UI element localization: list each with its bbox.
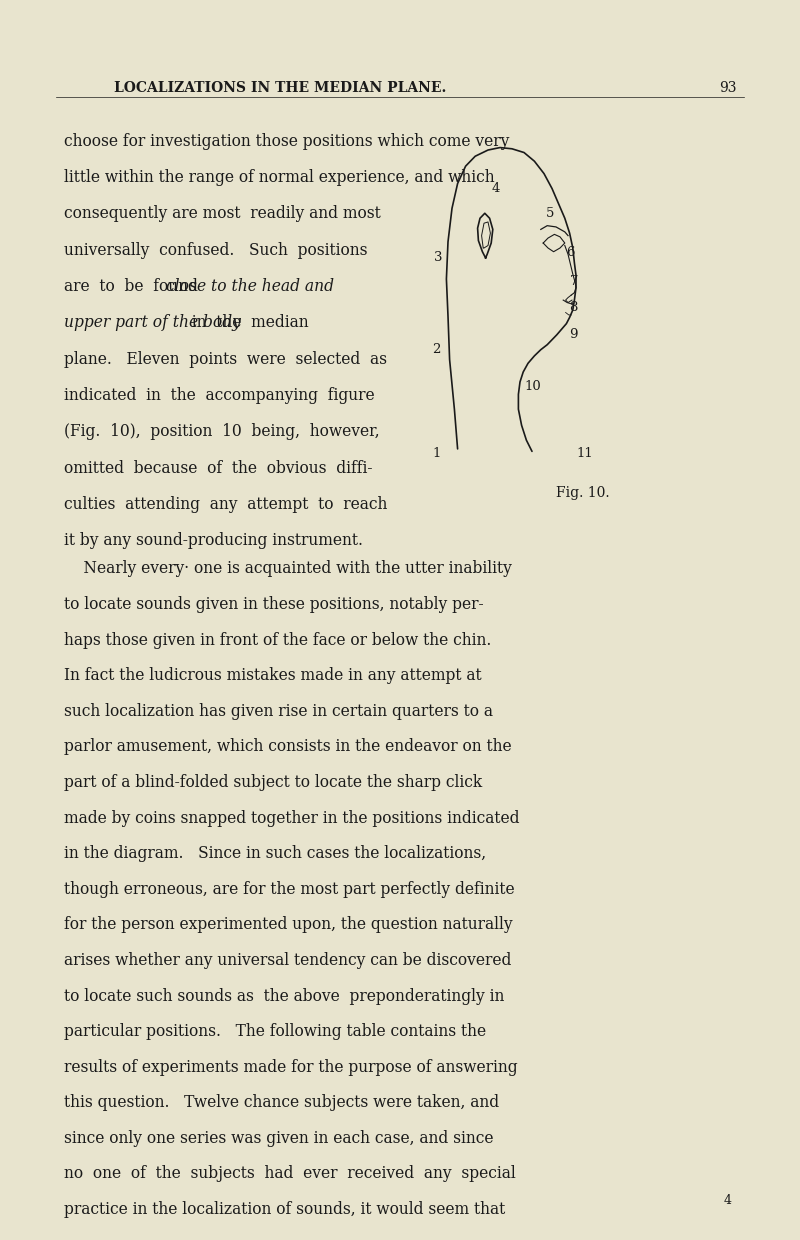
Text: 3: 3 bbox=[434, 252, 442, 264]
Text: to locate such sounds as  the above  preponderatingly in: to locate such sounds as the above prepo… bbox=[64, 987, 504, 1004]
Text: 93: 93 bbox=[719, 81, 737, 94]
Text: no  one  of  the  subjects  had  ever  received  any  special: no one of the subjects had ever received… bbox=[64, 1166, 516, 1183]
Text: little within the range of normal experience, and which: little within the range of normal experi… bbox=[64, 169, 494, 186]
Text: Nearly every· one is acquainted with the utter inability: Nearly every· one is acquainted with the… bbox=[64, 560, 512, 578]
Text: 1: 1 bbox=[432, 448, 440, 460]
Text: upper part of the body: upper part of the body bbox=[64, 314, 241, 331]
Text: part of a blind-folded subject to locate the sharp click: part of a blind-folded subject to locate… bbox=[64, 774, 482, 791]
Text: In fact the ludicrous mistakes made in any attempt at: In fact the ludicrous mistakes made in a… bbox=[64, 667, 482, 684]
Text: though erroneous, are for the most part perfectly definite: though erroneous, are for the most part … bbox=[64, 880, 514, 898]
Text: plane.   Eleven  points  were  selected  as: plane. Eleven points were selected as bbox=[64, 351, 387, 368]
Text: practice in the localization of sounds, it would seem that: practice in the localization of sounds, … bbox=[64, 1202, 506, 1218]
Text: arises whether any universal tendency can be discovered: arises whether any universal tendency ca… bbox=[64, 952, 511, 968]
Text: (Fig.  10),  position  10  being,  however,: (Fig. 10), position 10 being, however, bbox=[64, 423, 380, 440]
Text: Fig. 10.: Fig. 10. bbox=[556, 486, 610, 500]
Text: for the person experimented upon, the question naturally: for the person experimented upon, the qu… bbox=[64, 916, 513, 934]
Text: consequently are most  readily and most: consequently are most readily and most bbox=[64, 206, 381, 222]
Text: 9: 9 bbox=[570, 329, 578, 341]
Text: culties  attending  any  attempt  to  reach: culties attending any attempt to reach bbox=[64, 496, 387, 513]
Text: such localization has given rise in certain quarters to a: such localization has given rise in cert… bbox=[64, 703, 493, 720]
Text: 2: 2 bbox=[432, 343, 440, 356]
Text: 11: 11 bbox=[576, 448, 593, 460]
Text: to locate sounds given in these positions, notably per-: to locate sounds given in these position… bbox=[64, 596, 484, 613]
Text: 4: 4 bbox=[492, 182, 500, 195]
Text: LOCALIZATIONS IN THE MEDIAN PLANE.: LOCALIZATIONS IN THE MEDIAN PLANE. bbox=[114, 81, 446, 94]
Text: 8: 8 bbox=[570, 301, 578, 314]
Text: 4: 4 bbox=[724, 1194, 732, 1207]
Text: results of experiments made for the purpose of answering: results of experiments made for the purp… bbox=[64, 1059, 518, 1076]
Text: it by any sound-producing instrument.: it by any sound-producing instrument. bbox=[64, 532, 363, 549]
Text: indicated  in  the  accompanying  figure: indicated in the accompanying figure bbox=[64, 387, 374, 404]
Text: omitted  because  of  the  obvious  diffi-: omitted because of the obvious diffi- bbox=[64, 460, 373, 476]
Text: since only one series was given in each case, and since: since only one series was given in each … bbox=[64, 1130, 494, 1147]
Text: choose for investigation those positions which come very: choose for investigation those positions… bbox=[64, 133, 510, 150]
Text: in  the  median: in the median bbox=[182, 314, 309, 331]
Text: close to the head and: close to the head and bbox=[166, 278, 334, 295]
Text: 5: 5 bbox=[546, 207, 554, 219]
Text: 10: 10 bbox=[524, 381, 541, 393]
Text: particular positions.   The following table contains the: particular positions. The following tabl… bbox=[64, 1023, 486, 1040]
Text: this question.   Twelve chance subjects were taken, and: this question. Twelve chance subjects we… bbox=[64, 1094, 499, 1111]
Text: universally  confused.   Such  positions: universally confused. Such positions bbox=[64, 242, 367, 259]
Text: in the diagram.   Since in such cases the localizations,: in the diagram. Since in such cases the … bbox=[64, 846, 486, 862]
Text: made by coins snapped together in the positions indicated: made by coins snapped together in the po… bbox=[64, 810, 519, 827]
Text: 7: 7 bbox=[570, 275, 578, 288]
Text: haps those given in front of the face or below the chin.: haps those given in front of the face or… bbox=[64, 631, 491, 649]
Text: parlor amusement, which consists in the endeavor on the: parlor amusement, which consists in the … bbox=[64, 738, 512, 755]
Text: are  to  be  found: are to be found bbox=[64, 278, 202, 295]
Text: 6: 6 bbox=[566, 247, 575, 259]
